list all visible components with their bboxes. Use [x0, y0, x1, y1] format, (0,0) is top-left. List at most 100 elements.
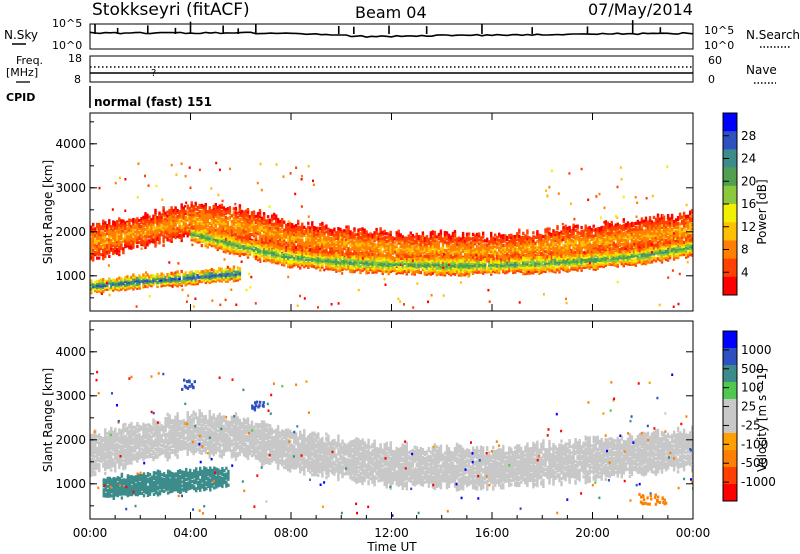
data-cell [610, 242, 613, 246]
data-cell [244, 240, 248, 244]
data-cell [270, 260, 274, 264]
data-cell [576, 244, 579, 248]
data-cell [524, 246, 527, 250]
data-cell [373, 251, 376, 255]
data-cell [383, 229, 386, 233]
data-cell [644, 224, 648, 228]
data-cell [184, 227, 187, 231]
data-cell [206, 210, 209, 214]
data-cell [238, 206, 242, 210]
data-cell [232, 236, 236, 240]
data-cell [391, 248, 394, 252]
data-cell [371, 264, 374, 268]
data-cell [198, 238, 201, 242]
data-cell [638, 235, 642, 239]
data-cell [363, 250, 366, 254]
data-cell [538, 243, 541, 247]
data-cell [463, 243, 467, 247]
data-cell [687, 236, 690, 240]
data-cell [321, 227, 324, 231]
data-cell [670, 247, 674, 251]
data-cell [365, 267, 368, 271]
data-cell [307, 245, 310, 249]
data-cell [654, 233, 658, 237]
data-cell [650, 222, 654, 226]
data-cell [240, 242, 244, 246]
data-cell [656, 237, 660, 241]
data-cell [620, 234, 623, 238]
data-cell [202, 226, 205, 230]
data-cell [108, 250, 111, 254]
data-cell [357, 255, 360, 259]
data-cell [576, 230, 579, 234]
data-cell [297, 219, 300, 223]
data-cell [411, 237, 414, 242]
data-cell [443, 239, 447, 243]
data-cell [648, 216, 652, 220]
data-cell [502, 236, 505, 240]
data-cell [262, 227, 266, 231]
data-cell [580, 237, 583, 241]
data-cell [393, 237, 396, 241]
data-cell [100, 241, 103, 245]
data-cell [586, 248, 589, 252]
data-cell [668, 225, 672, 229]
data-cell [194, 227, 197, 231]
data-cell [355, 262, 358, 266]
data-cell [305, 255, 308, 259]
data-cell [682, 213, 686, 217]
data-cell [128, 244, 131, 248]
data-cell [212, 216, 215, 220]
data-cell [608, 230, 611, 235]
data-cell [614, 229, 617, 233]
data-cell [473, 262, 477, 266]
data-cell [180, 215, 183, 219]
data-cell [94, 243, 97, 247]
data-cell [542, 235, 545, 239]
data-cell [528, 240, 531, 244]
data-cell [423, 242, 427, 246]
data-cell [98, 226, 101, 230]
data-cell [118, 251, 121, 255]
data-cell [345, 231, 348, 235]
data-cell [281, 233, 284, 237]
data-cell [166, 230, 169, 234]
data-cell [244, 248, 248, 252]
data-cell [680, 229, 684, 233]
data-cell [244, 235, 248, 239]
data-cell [347, 225, 350, 229]
data-cell [264, 255, 268, 259]
data-cell [353, 233, 356, 237]
data-cell [586, 244, 589, 248]
data-cell [272, 252, 276, 256]
data-cell [419, 247, 422, 251]
data-cell [254, 218, 258, 223]
data-cell [433, 238, 437, 243]
data-cell [206, 235, 209, 239]
data-cell [305, 241, 308, 245]
data-cell [202, 208, 205, 212]
data-cell [650, 240, 654, 244]
data-cell [198, 203, 201, 208]
data-cell [268, 255, 272, 259]
data-cell [451, 247, 455, 251]
data-cell [622, 224, 625, 228]
data-cell [632, 222, 636, 226]
data-cell [668, 221, 672, 225]
data-cell [399, 241, 402, 245]
data-cell [283, 253, 286, 257]
data-cell [256, 222, 260, 226]
data-cell [260, 250, 264, 254]
data-cell [620, 248, 623, 252]
data-cell [369, 232, 372, 236]
data-cell [122, 251, 125, 255]
data-cell [405, 238, 408, 242]
data-cell [240, 221, 244, 225]
data-cell [150, 217, 153, 222]
data-cell [289, 261, 292, 265]
data-cell [295, 255, 298, 259]
data-cell [100, 227, 103, 231]
data-cell [343, 239, 346, 243]
data-cell [435, 243, 439, 247]
data-cell [168, 230, 171, 234]
